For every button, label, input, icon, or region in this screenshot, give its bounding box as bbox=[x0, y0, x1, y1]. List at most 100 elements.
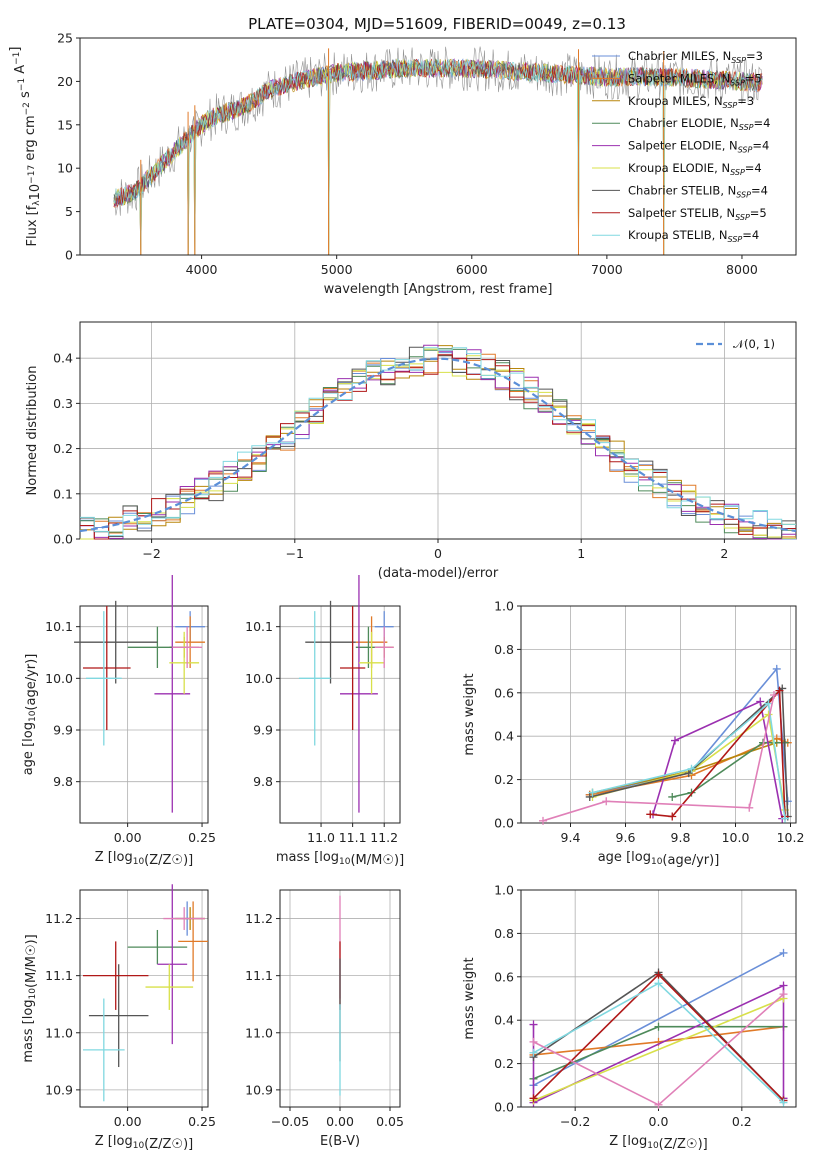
series-marker bbox=[779, 990, 788, 999]
y-tick-label: 11.1 bbox=[45, 968, 73, 983]
series-marker bbox=[654, 979, 663, 988]
series-line bbox=[542, 694, 775, 822]
panel-mass_vs_ebv: −0.05 0.00 0.05 10.9 11.0 11.1 11.2 E(B-V) bbox=[245, 889, 404, 1149]
x-tick-label: 4000 bbox=[186, 262, 218, 277]
x-tick-label: 11.1 bbox=[339, 830, 367, 845]
errorbar-point bbox=[74, 600, 158, 684]
y-tick-label: 1.0 bbox=[494, 883, 514, 898]
x-tick-label: 10.0 bbox=[722, 830, 750, 845]
errorbar-point bbox=[178, 901, 208, 982]
y-tick-label: 11.2 bbox=[45, 911, 73, 926]
x-tick-label: 7000 bbox=[591, 262, 623, 277]
x-tick-label: 0 bbox=[434, 546, 442, 561]
panel-mass_vs_Z: 0.00 0.25 10.9 11.0 11.1 11.2 Z [log10(Z/Z☉)] m… bbox=[21, 884, 216, 1152]
legend-label: Kroupa ELODIE, NSSP=4 bbox=[628, 161, 762, 177]
x-tick-label: 0.25 bbox=[188, 830, 216, 845]
y-tick-label: 0.1 bbox=[53, 486, 73, 501]
figure-title: PLATE=0304, MJD=51609, FIBERID=0049, z=0… bbox=[248, 15, 626, 33]
x-tick-label: 0.00 bbox=[114, 830, 142, 845]
series-marker bbox=[529, 1048, 538, 1057]
histogram-step bbox=[80, 354, 796, 540]
axes-frame bbox=[520, 605, 797, 824]
x-axis-label: mass [log10(M/M☉)] bbox=[276, 850, 404, 868]
series-marker bbox=[779, 948, 788, 957]
y-tick-label: 11.0 bbox=[45, 1025, 73, 1040]
x-axis-label: age [log10(age/yr)] bbox=[598, 850, 720, 868]
series-marker bbox=[654, 970, 663, 979]
panel-age_vs_mass: 11.0 11.1 11.2 9.8 9.9 10.0 10.1 mass [log10(M/… bbox=[245, 575, 404, 868]
legend-label: 𝒩(0, 1) bbox=[733, 337, 775, 351]
x-tick-label: −2 bbox=[142, 546, 160, 561]
y-tick-label: 0.0 bbox=[494, 1100, 514, 1115]
errorbar-point bbox=[374, 626, 394, 668]
series-marker bbox=[781, 814, 789, 823]
axes-frame bbox=[79, 889, 209, 1108]
series-line bbox=[533, 997, 784, 1102]
series-marker bbox=[687, 764, 696, 773]
x-tick-label: 0.2 bbox=[732, 1114, 752, 1129]
y-tick-label: 0.0 bbox=[494, 816, 514, 831]
y-tick-label: 0.8 bbox=[494, 642, 514, 657]
legend-label: Kroupa STELIB, NSSP=4 bbox=[628, 228, 759, 244]
y-axis-label: Normed distribution bbox=[25, 366, 40, 496]
series-marker bbox=[779, 1098, 788, 1107]
y-axis-label: mass weight bbox=[462, 673, 477, 755]
x-tick-label: 6000 bbox=[456, 262, 488, 277]
y-tick-label: 0 bbox=[65, 248, 73, 263]
y-tick-label: 11.0 bbox=[245, 1025, 273, 1040]
y-axis-label: mass [log10(M/M☉)] bbox=[21, 934, 39, 1062]
series-marker bbox=[668, 812, 677, 821]
series-marker bbox=[779, 981, 788, 990]
y-axis-label: mass weight bbox=[462, 957, 477, 1039]
x-tick-label: 9.6 bbox=[616, 830, 636, 845]
y-tick-label: 0.6 bbox=[494, 685, 514, 700]
x-tick-label: −0.05 bbox=[271, 1114, 309, 1129]
errorbar-point bbox=[305, 600, 356, 684]
y-tick-label: 11.1 bbox=[245, 968, 273, 983]
series-marker bbox=[654, 1022, 663, 1031]
x-tick-label: 0.0 bbox=[649, 1114, 669, 1129]
series-line bbox=[589, 666, 789, 802]
x-tick-label: 8000 bbox=[726, 262, 758, 277]
y-tick-label: 11.2 bbox=[245, 911, 273, 926]
y-tick-label: 10.0 bbox=[45, 671, 73, 686]
series-line bbox=[650, 688, 786, 818]
legend-label: Chabrier STELIB, NSSP=4 bbox=[628, 183, 768, 199]
series-marker bbox=[646, 810, 655, 819]
panel-weight_vs_Z: −0.2 0.0 0.2 0.0 0.2 0.4 0.6 0.8 1.0 Z [log10(Z/Z… bbox=[462, 883, 797, 1152]
series-marker bbox=[585, 792, 594, 801]
errorbar-point bbox=[82, 606, 131, 730]
series-marker bbox=[529, 1094, 538, 1103]
x-tick-label: 0.05 bbox=[376, 1114, 404, 1129]
x-tick-label: 1 bbox=[577, 546, 585, 561]
series-marker bbox=[529, 1037, 538, 1046]
errorbar-point bbox=[127, 929, 188, 965]
x-tick-label: −0.2 bbox=[560, 1114, 590, 1129]
errorbar-point bbox=[145, 964, 194, 1010]
series-marker bbox=[668, 792, 677, 801]
series-marker bbox=[588, 788, 597, 797]
y-tick-label: 9.8 bbox=[253, 774, 273, 789]
x-tick-label: −1 bbox=[286, 546, 304, 561]
legend-label: Chabrier MILES, NSSP=3 bbox=[628, 49, 763, 65]
errorbar-point bbox=[172, 626, 203, 668]
series-marker bbox=[687, 788, 696, 797]
plot-layer: 4000 5000 6000 7000 80000510152025wavelength… bbox=[8, 31, 804, 1153]
errorbar-point bbox=[358, 631, 385, 694]
x-tick-label: 11.0 bbox=[307, 830, 335, 845]
series-marker bbox=[654, 1100, 663, 1109]
histogram-step bbox=[80, 347, 796, 537]
errorbar-point bbox=[163, 907, 206, 930]
legend-label: Kroupa MILES, NSSP=3 bbox=[628, 94, 754, 110]
errorbar-point bbox=[88, 964, 149, 1068]
spectrum-line bbox=[113, 58, 763, 256]
x-axis-label: Z [log10(Z/Z☉)] bbox=[95, 850, 193, 868]
y-axis-label: age [log10(age/yr)] bbox=[21, 654, 39, 776]
axes-frame bbox=[279, 889, 401, 1108]
y-tick-label: 0.4 bbox=[53, 351, 73, 366]
panel-residuals: −2 −1 0 1 2 0.0 0.1 0.2 0.3 0.4 (data-model)/error… bbox=[25, 321, 797, 581]
errorbar-point bbox=[82, 941, 149, 1010]
y-tick-label: 10.1 bbox=[245, 619, 273, 634]
series-marker bbox=[671, 736, 679, 745]
